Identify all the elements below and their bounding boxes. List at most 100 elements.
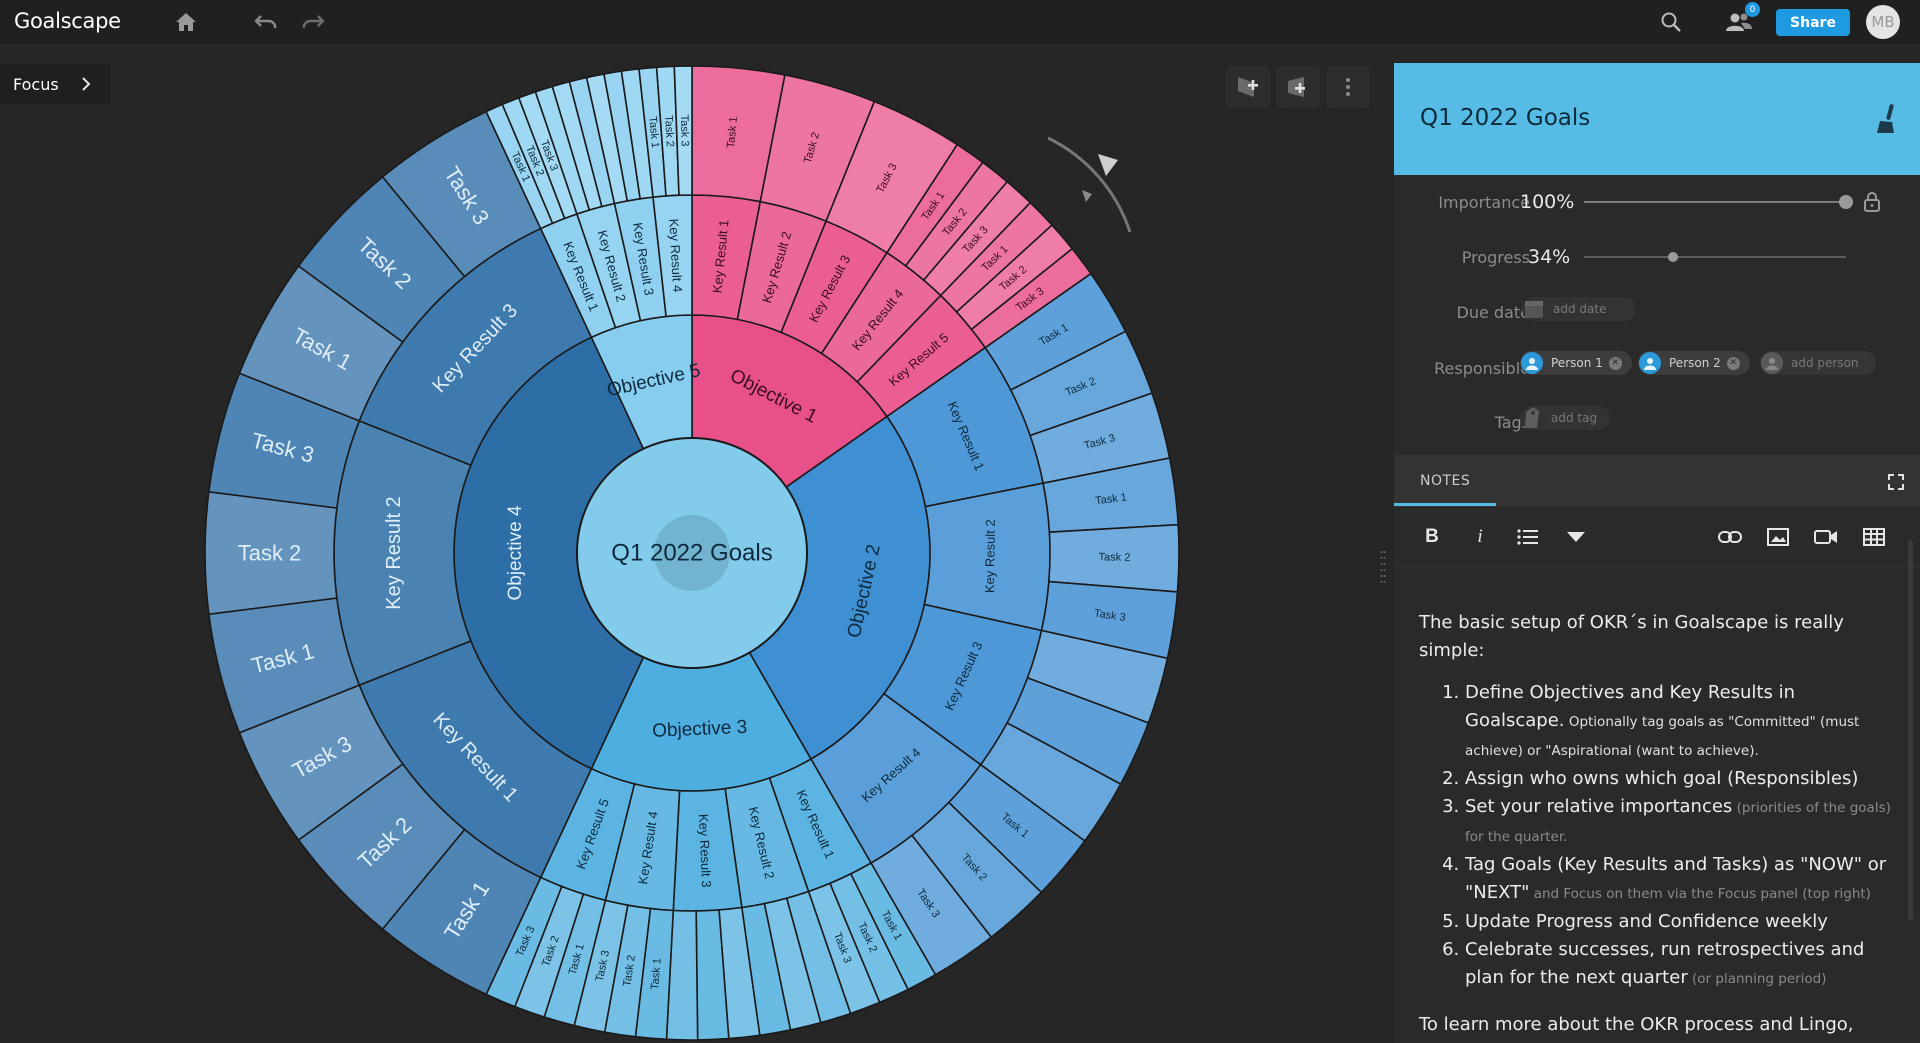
avatar[interactable]: MB <box>1866 5 1900 39</box>
notes-scrollbar[interactable] <box>1908 540 1913 920</box>
importance-slider[interactable] <box>1584 201 1846 203</box>
task-label: Task 1 <box>725 116 740 149</box>
notes-tab-indicator <box>1394 503 1496 506</box>
table-icon[interactable] <box>1860 525 1888 549</box>
dropdown-icon[interactable] <box>1562 525 1590 549</box>
link-icon[interactable] <box>1716 525 1744 549</box>
add-person-label: add person <box>1791 356 1859 370</box>
task-label: Task 2 <box>662 115 676 147</box>
progress-slider[interactable] <box>1584 256 1846 258</box>
task-segment[interactable] <box>673 65 693 197</box>
add-sibling-button[interactable] <box>1276 66 1320 108</box>
notes-intro: The basic setup of OKR´s in Goalscape is… <box>1419 612 1844 661</box>
notes-list-item: Define Objectives and Key Results in Goa… <box>1465 679 1899 765</box>
objective-label: Objective 3 <box>652 717 748 742</box>
tag-icon <box>1521 407 1543 429</box>
chevron-right-icon <box>81 77 91 91</box>
center-progress-indicator <box>654 515 730 591</box>
due-date-field[interactable]: add date <box>1522 297 1636 321</box>
panel-resize-handle[interactable] <box>1380 548 1386 588</box>
add-tag-label: add tag <box>1551 411 1598 425</box>
remove-person-icon[interactable]: ✕ <box>1608 356 1622 370</box>
expand-icon[interactable] <box>1888 474 1904 490</box>
due-date-placeholder: add date <box>1553 302 1607 316</box>
notes-list-item: Update Progress and Confidence weekly <box>1465 908 1899 936</box>
bold-icon[interactable]: B <box>1425 526 1439 547</box>
calendar-icon <box>1523 298 1545 320</box>
notes-list-item: Celebrate successes, run retrospectives … <box>1465 936 1899 993</box>
add-subgoal-button[interactable] <box>1226 66 1270 108</box>
notes-content[interactable]: The basic setup of OKR´s in Goalscape is… <box>1419 609 1899 1039</box>
task-label: Task 1 <box>1095 491 1128 507</box>
importance-label: Importance <box>1438 193 1530 212</box>
goal-details-panel: Q1 2022 Goals Importance 100% Progress 3… <box>1394 63 1920 1043</box>
task-label: Task 1 <box>649 958 664 991</box>
objective-label: Objective 4 <box>505 505 526 600</box>
more-vertical-icon <box>1346 78 1350 96</box>
responsible-label: Responsible <box>1434 359 1530 378</box>
progress-slider-thumb[interactable] <box>1668 252 1679 262</box>
person-name: Person 2 <box>1669 356 1721 370</box>
undo-icon <box>254 15 277 29</box>
person-chip-1[interactable]: Person 1 ✕ <box>1520 351 1632 375</box>
goal-header: Q1 2022 Goals <box>1394 63 1920 175</box>
key-result-label: Key Result 4 <box>666 218 685 292</box>
key-result-label: Key Result 3 <box>696 814 714 888</box>
rotate-arrow-icon <box>1098 154 1118 176</box>
importance-value[interactable]: 100% <box>1520 191 1575 213</box>
notes-tab[interactable]: NOTES <box>1420 473 1471 489</box>
home-button[interactable] <box>170 6 202 38</box>
rotate-arrow-small-icon <box>1082 190 1092 202</box>
notes-list-item: Set your relative importances (prioritie… <box>1465 793 1899 851</box>
image-icon[interactable] <box>1764 525 1792 549</box>
task-label: Task 3 <box>1093 607 1126 624</box>
notes-list-item: Assign who owns which goal (Responsibles… <box>1465 765 1899 793</box>
redo-icon <box>302 15 325 29</box>
people-icon <box>1726 13 1752 31</box>
focus-tab[interactable]: Focus <box>0 64 110 104</box>
task-label: Task 3 <box>678 115 691 147</box>
progress-label: Progress <box>1461 248 1530 267</box>
notes-list: Define Objectives and Key Results in Goa… <box>1441 679 1899 993</box>
person-name: Person 1 <box>1551 356 1603 370</box>
video-icon[interactable] <box>1812 525 1840 549</box>
list-icon[interactable] <box>1514 525 1542 549</box>
notification-badge: 0 <box>1745 2 1760 17</box>
brush-icon[interactable] <box>1876 103 1898 135</box>
person-avatar-icon <box>1521 352 1543 374</box>
person-avatar-icon <box>1639 352 1661 374</box>
remove-person-icon[interactable]: ✕ <box>1726 356 1740 370</box>
goal-title[interactable]: Q1 2022 Goals <box>1420 105 1591 131</box>
task-label: Task 2 <box>621 954 638 987</box>
search-icon <box>1661 12 1681 32</box>
rotate-handle[interactable] <box>1047 136 1132 233</box>
due-date-label: Due date <box>1456 303 1530 322</box>
importance-slider-thumb[interactable] <box>1839 195 1853 209</box>
people-button[interactable] <box>1723 6 1755 38</box>
task-label: Task 2 <box>238 541 302 566</box>
notes-list-item: Tag Goals (Key Results and Tasks) as "NO… <box>1465 851 1899 908</box>
undo-button[interactable] <box>250 6 282 38</box>
focus-label: Focus <box>13 74 59 94</box>
lock-icon[interactable] <box>1863 191 1881 213</box>
top-bar: Goalscape 0 Share MB <box>0 0 1920 44</box>
progress-value[interactable]: 34% <box>1528 246 1571 268</box>
add-person-button[interactable]: add person <box>1760 351 1876 375</box>
key-result-label: Key Result 2 <box>383 496 405 609</box>
italic-icon[interactable]: i <box>1477 526 1483 547</box>
share-button[interactable]: Share <box>1776 9 1850 36</box>
center-goal-label: Q1 2022 Goals <box>611 540 772 567</box>
more-options-button[interactable] <box>1326 66 1370 108</box>
person-chip-2[interactable]: Person 2 ✕ <box>1638 351 1750 375</box>
search-button[interactable] <box>1655 6 1687 38</box>
task-label: Task 2 <box>1099 551 1131 563</box>
app-logo: Goalscape <box>14 9 121 33</box>
key-result-label: Key Result 1 <box>710 219 732 294</box>
add-subgoal-icon <box>1238 77 1258 97</box>
redo-button[interactable] <box>297 6 329 38</box>
add-tag-button[interactable]: add tag <box>1520 406 1610 430</box>
key-result-label: Key Result 2 <box>982 519 998 593</box>
add-sibling-icon <box>1288 77 1305 97</box>
